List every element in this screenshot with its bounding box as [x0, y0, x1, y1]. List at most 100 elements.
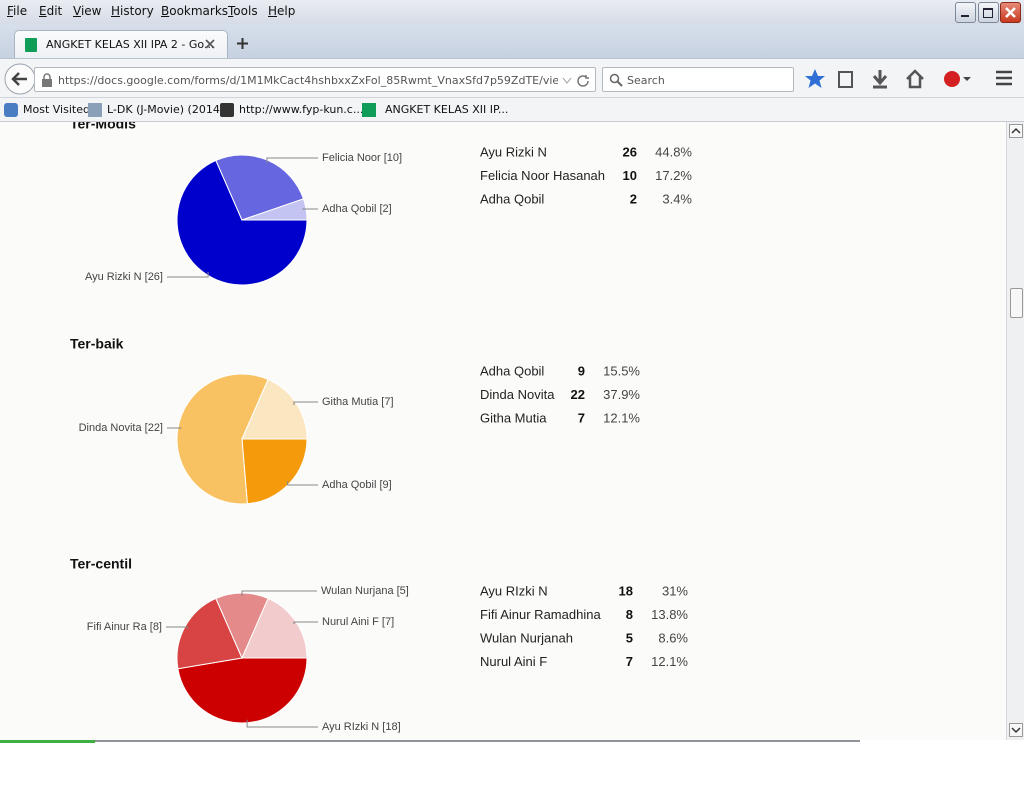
- back-button[interactable]: [3, 62, 37, 96]
- response-name: Felicia Noor Hasanah: [480, 168, 605, 183]
- home-icon[interactable]: [906, 69, 924, 89]
- slice-label: Dinda Novita [22]: [79, 422, 163, 434]
- reading-list-icon[interactable]: [838, 71, 853, 88]
- menu-item[interactable]: History: [111, 4, 154, 18]
- response-count: 7: [626, 654, 633, 669]
- bookmark-icon: [220, 103, 234, 117]
- response-count: 22: [571, 387, 585, 402]
- response-percent: 37.9%: [603, 387, 640, 402]
- response-percent: 12.1%: [603, 410, 640, 425]
- url-controls[interactable]: [562, 75, 592, 87]
- response-count: 10: [623, 168, 637, 183]
- scroll-down-arrow: [1011, 727, 1021, 734]
- slice-label: Githa Mutia [7]: [322, 396, 394, 408]
- dropdown-arrow: [562, 77, 572, 84]
- leader-line: [167, 271, 209, 278]
- restore-icon: [983, 8, 993, 18]
- response-count: 7: [578, 410, 585, 425]
- menu-item[interactable]: Tools: [228, 4, 258, 18]
- response-percent: 31%: [662, 583, 688, 598]
- response-name: Dinda Novita: [480, 387, 555, 402]
- leader-line: [293, 401, 318, 406]
- adblock-icon[interactable]: [944, 71, 960, 87]
- leader-line: [287, 480, 318, 486]
- response-percent: 15.5%: [603, 363, 640, 378]
- response-name: Adha Qobil: [480, 191, 544, 206]
- leader-line: [293, 621, 318, 625]
- search-icon: [609, 73, 623, 87]
- analytics-content: Ter-Modis Ayu Rizki N [26] Ayu Rizki N 26 44…: [0, 122, 1006, 740]
- bookmark[interactable]: L-DK (J-Movie) (2014): [107, 103, 225, 116]
- status-line: [95, 740, 860, 742]
- slice-label: Adha Qobil [2]: [322, 203, 392, 215]
- menu-item[interactable]: Edit: [39, 4, 63, 18]
- toolbar-icons: [805, 69, 1012, 89]
- response-count: 9: [578, 363, 585, 378]
- slice-label: Adha Qobil [9]: [322, 479, 392, 491]
- menu-item[interactable]: Help: [268, 4, 296, 18]
- bookmark-icon: [4, 103, 18, 117]
- section-title: Ter-Modis: [70, 122, 136, 132]
- scroll-down-box: [1009, 723, 1023, 737]
- minimize-button[interactable]: [955, 2, 976, 23]
- slice-label: Wulan Nurjana [5]: [321, 585, 409, 597]
- download-icon[interactable]: [872, 70, 888, 89]
- response-name: Adha Qobil: [480, 363, 544, 378]
- tab[interactable]: ANGKET KELAS XII IPA 2 - Go...: [14, 30, 228, 58]
- slice-label: Ayu RIzki N [18]: [322, 721, 401, 733]
- bookmarks-bar: Most Visited L-DK (J-Movie) (2014) http:…: [0, 98, 1024, 122]
- slice-label: Nurul Aini F [7]: [322, 616, 394, 628]
- response-name: Fifi Ainur Ramadhina: [480, 607, 601, 622]
- url-bar[interactable]: https://docs.google.com/forms/d/1M1MkCac…: [34, 67, 596, 92]
- response-percent: 8.6%: [658, 630, 688, 645]
- bookmark[interactable]: http://www.fyp-kun.c...: [239, 103, 364, 116]
- search-lens: [609, 73, 620, 84]
- leader-line: [166, 626, 188, 629]
- response-count: 18: [619, 583, 633, 598]
- bookmark-icon: [88, 103, 102, 117]
- response-percent: 12.1%: [651, 654, 688, 669]
- url-text: https://docs.google.com/forms/d/1M1MkCac…: [58, 74, 558, 87]
- response-percent: 17.2%: [655, 168, 692, 183]
- scroll-up-arrow: [1011, 127, 1021, 134]
- search-bar[interactable]: Search: [602, 67, 794, 92]
- menu-item[interactable]: View: [73, 4, 102, 18]
- menu-item[interactable]: File: [7, 4, 28, 18]
- response-count: 8: [626, 607, 633, 622]
- bookmark[interactable]: Most Visited: [23, 103, 90, 116]
- lock-body: [42, 79, 52, 87]
- response-count: 2: [630, 191, 637, 206]
- close-x: [1005, 7, 1016, 18]
- scroll-thumb[interactable]: [1010, 288, 1023, 318]
- restore-button[interactable]: [978, 2, 999, 23]
- slice-label: Felicia Noor [10]: [322, 152, 402, 164]
- leader-line: [246, 719, 318, 728]
- menu-icon[interactable]: [996, 70, 1012, 86]
- reload-icon: [577, 75, 589, 87]
- tab-close[interactable]: [205, 39, 215, 49]
- menu-item[interactable]: Bookmarks: [161, 4, 229, 18]
- minimize-icon: [961, 15, 969, 17]
- tab-icon: [25, 38, 37, 52]
- bookmark[interactable]: ANGKET KELAS XII IP...: [385, 103, 509, 116]
- scroll-up[interactable]: [1009, 124, 1023, 138]
- leader-line: [266, 157, 318, 164]
- adblock-arrow[interactable]: [963, 77, 971, 81]
- pie-slice: [176, 159, 308, 286]
- pie-slice: [241, 438, 308, 505]
- response-percent: 3.4%: [662, 191, 692, 206]
- new-tab-button[interactable]: [236, 37, 249, 50]
- pie-slice: [215, 154, 305, 221]
- plus-icon: [237, 38, 248, 49]
- scroll-down[interactable]: [1009, 723, 1023, 737]
- leader-line: [167, 427, 182, 429]
- lock-icon: [42, 73, 52, 87]
- scrollbar[interactable]: [1006, 122, 1024, 740]
- response-percent: 13.8%: [651, 607, 688, 622]
- search-placeholder: Search: [627, 74, 665, 87]
- search-handle: [616, 80, 623, 87]
- bookmark-star[interactable]: [805, 69, 825, 88]
- close-button[interactable]: [1000, 2, 1021, 23]
